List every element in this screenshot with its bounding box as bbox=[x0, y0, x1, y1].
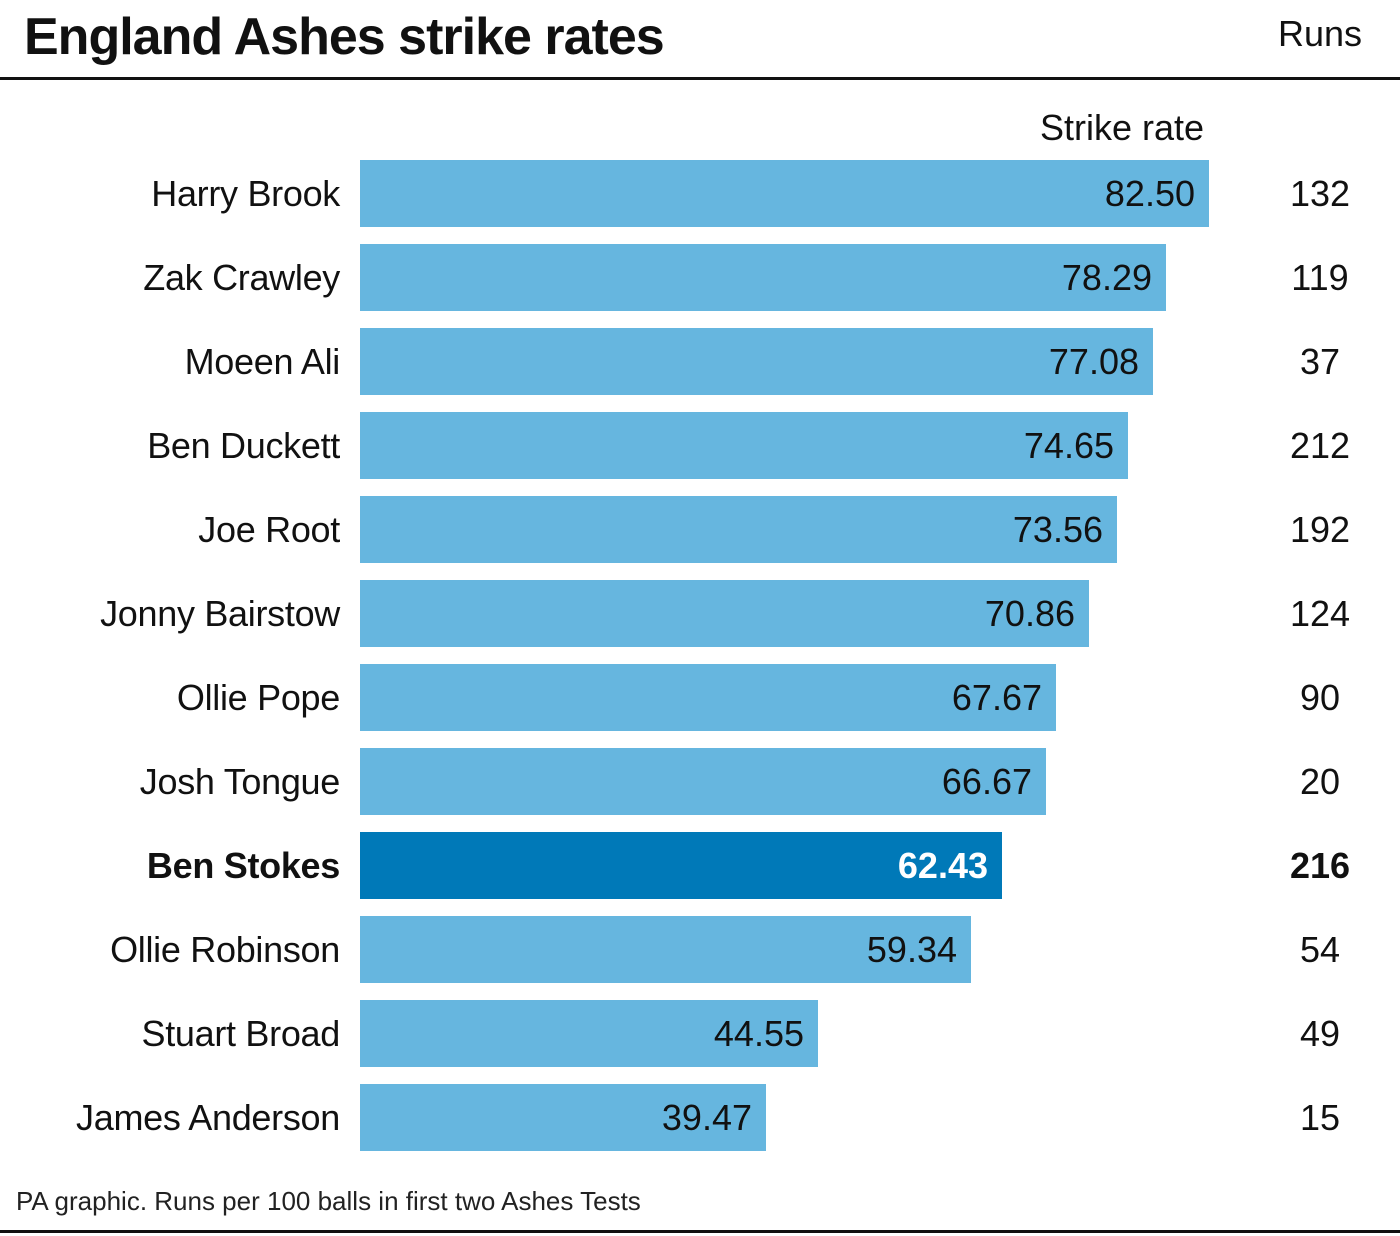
runs-value: 216 bbox=[1289, 845, 1351, 886]
bar-value-label: 82.50 bbox=[1104, 173, 1195, 214]
category-label: Moeen Ali bbox=[184, 341, 341, 382]
category-label: Josh Tongue bbox=[139, 761, 341, 802]
category-label: Harry Brook bbox=[151, 173, 340, 214]
runs-value: 15 bbox=[1299, 1097, 1341, 1138]
bar-row: Ben Stokes 62.43 216 bbox=[0, 832, 1400, 899]
strike-rate-column-header: Strike rate bbox=[1039, 107, 1204, 148]
bar: 66.67 bbox=[360, 748, 1046, 815]
category-label: Joe Root bbox=[198, 509, 340, 550]
bar-row: Ollie Pope 67.67 90 bbox=[0, 664, 1400, 731]
bar-value-label: 78.29 bbox=[1061, 257, 1152, 298]
bar-value-label: 77.08 bbox=[1048, 341, 1139, 382]
bar-value-label: 62.43 bbox=[897, 845, 988, 886]
bar-value-label: 39.47 bbox=[661, 1097, 752, 1138]
bar: 67.67 bbox=[360, 664, 1056, 731]
bar-row: Josh Tongue 66.67 20 bbox=[0, 748, 1400, 815]
bar-value-label: 44.55 bbox=[713, 1013, 804, 1054]
runs-value: 192 bbox=[1289, 509, 1351, 550]
runs-value: 124 bbox=[1289, 593, 1351, 634]
bar: 82.50 bbox=[360, 160, 1209, 227]
bar: 73.56 bbox=[360, 496, 1117, 563]
runs-value: 20 bbox=[1299, 761, 1341, 802]
bar-value-label: 70.86 bbox=[984, 593, 1075, 634]
bar: 62.43 bbox=[360, 832, 1002, 899]
bar: 39.47 bbox=[360, 1084, 766, 1151]
bar-value-label: 59.34 bbox=[866, 929, 957, 970]
bar-row: Jonny Bairstow 70.86 124 bbox=[0, 580, 1400, 647]
category-label: Stuart Broad bbox=[141, 1013, 340, 1054]
bar-value-label: 74.65 bbox=[1023, 425, 1114, 466]
runs-value: 37 bbox=[1299, 341, 1341, 382]
bar-row: Ollie Robinson 59.34 54 bbox=[0, 916, 1400, 983]
runs-value: 119 bbox=[1291, 257, 1349, 298]
bottom-divider bbox=[0, 1230, 1400, 1233]
category-label: Zak Crawley bbox=[143, 257, 340, 298]
category-label: James Anderson bbox=[76, 1097, 340, 1138]
bar-value-label: 67.67 bbox=[951, 677, 1042, 718]
category-label: Ben Stokes bbox=[146, 845, 340, 886]
category-label: Ollie Pope bbox=[176, 677, 340, 718]
runs-value: 49 bbox=[1299, 1013, 1341, 1054]
bar-row: Joe Root 73.56 192 bbox=[0, 496, 1400, 563]
bar: 70.86 bbox=[360, 580, 1089, 647]
bar: 74.65 bbox=[360, 412, 1128, 479]
bar-row: Zak Crawley 78.29 119 bbox=[0, 244, 1400, 311]
category-label: Jonny Bairstow bbox=[100, 593, 340, 634]
bar: 77.08 bbox=[360, 328, 1153, 395]
footer-note: PA graphic. Runs per 100 balls in first … bbox=[16, 1186, 641, 1216]
bar: 44.55 bbox=[360, 1000, 818, 1067]
bar-row: Ben Duckett 74.65 212 bbox=[0, 412, 1400, 479]
bar-value-label: 73.56 bbox=[1012, 509, 1103, 550]
bar: 78.29 bbox=[360, 244, 1166, 311]
runs-value: 132 bbox=[1289, 173, 1351, 214]
runs-value: 212 bbox=[1289, 425, 1351, 466]
title-divider bbox=[0, 77, 1400, 80]
bar-row: Stuart Broad 44.55 49 bbox=[0, 1000, 1400, 1067]
runs-column-header: Runs bbox=[1277, 13, 1363, 54]
runs-value: 54 bbox=[1299, 929, 1341, 970]
bar-row: Moeen Ali 77.08 37 bbox=[0, 328, 1400, 395]
bar-value-label: 66.67 bbox=[941, 761, 1032, 802]
bar-row: James Anderson 39.47 15 bbox=[0, 1084, 1400, 1151]
bar: 59.34 bbox=[360, 916, 971, 983]
category-label: Ollie Robinson bbox=[110, 929, 340, 970]
chart-title: England Ashes strike rates bbox=[24, 8, 665, 66]
category-label: Ben Duckett bbox=[147, 425, 340, 466]
bar-row: Harry Brook 82.50 132 bbox=[0, 160, 1400, 227]
runs-value: 90 bbox=[1299, 677, 1341, 718]
